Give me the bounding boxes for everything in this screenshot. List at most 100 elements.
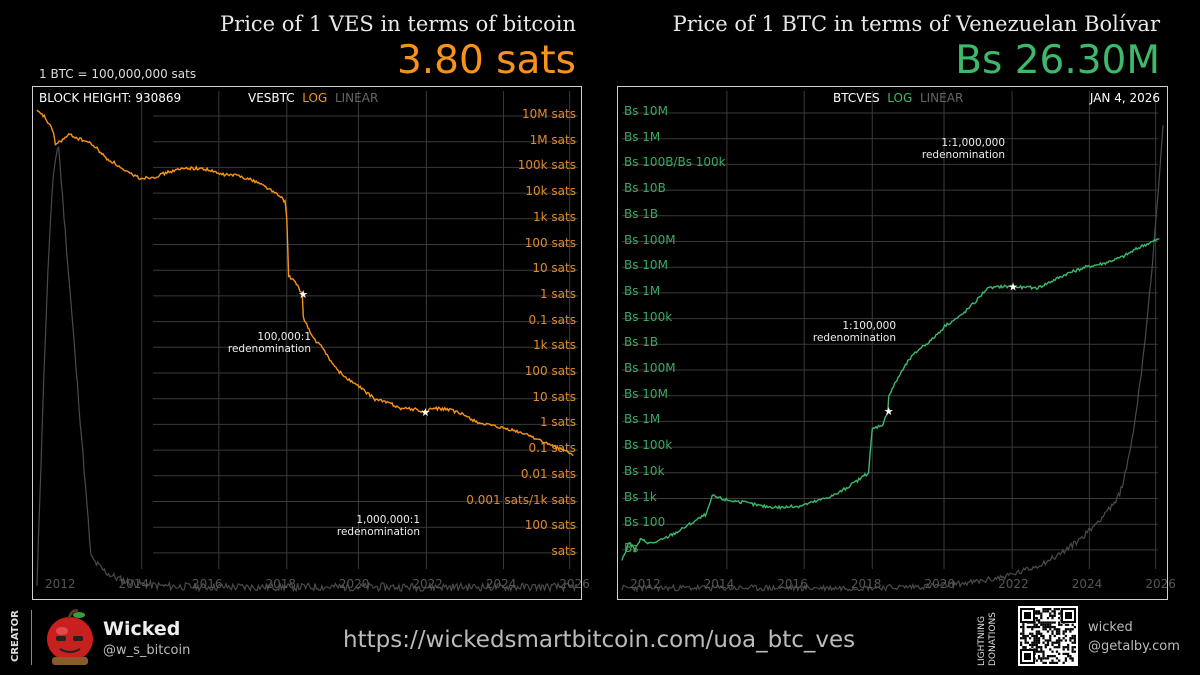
- source-url[interactable]: https://wickedsmartbitcoin.com/uoa_btc_v…: [343, 627, 856, 653]
- right-annotation-1000000: 1:1,000,000 redenomination: [922, 137, 1005, 161]
- y-tick-label: Bs 10k: [624, 463, 665, 478]
- x-tick-label: 2024: [1071, 577, 1103, 591]
- right-annotation-100000: 1:100,000 redenomination: [813, 320, 896, 344]
- right-annot1-line2: redenomination: [921, 149, 1005, 161]
- y-tick-label: 100 sats: [524, 518, 576, 533]
- donation-qr-code[interactable]: [1018, 606, 1078, 666]
- creator-name: Wicked: [103, 618, 181, 640]
- x-tick-label: 2022: [998, 577, 1029, 591]
- y-tick-label: 0.01 sats: [520, 466, 576, 481]
- x-tick-label: 2016: [191, 577, 223, 591]
- donation-label-line2: DONATIONS: [988, 612, 998, 666]
- y-tick-label: Bs 100: [624, 515, 666, 530]
- y-tick-label: Bs: [624, 540, 639, 555]
- y-tick-label: Bs 10M: [624, 104, 668, 118]
- donation-label-box: LIGHTNING DONATIONS: [975, 608, 1003, 668]
- x-tick-label: 2020: [338, 577, 370, 591]
- creator-label-box: CREATOR: [10, 610, 24, 665]
- y-tick-label: 100 sats: [524, 364, 576, 378]
- bitcoin-background-line: [36, 145, 578, 594]
- y-tick-label: Bs 1k: [624, 489, 657, 504]
- y-tick-label: 10 sats: [532, 389, 576, 404]
- redenomination-star: ★: [1008, 280, 1018, 293]
- y-tick-label: 100 sats: [524, 235, 576, 250]
- right-log-toggle[interactable]: LOG: [887, 91, 913, 105]
- x-tick-label: 2012: [630, 577, 661, 591]
- y-tick-label: Bs 10B: [624, 181, 666, 196]
- y-tick-label: Bs 1M: [624, 129, 661, 144]
- y-tick-label: Bs 1M: [624, 283, 661, 298]
- x-tick-label: 2022: [412, 577, 443, 591]
- y-tick-label: Bs 10M: [624, 386, 668, 401]
- y-tick-label: 10k sats: [525, 184, 576, 199]
- creator-handle[interactable]: @w_s_bitcoin: [103, 643, 191, 658]
- left-annot2-line2: redenomination: [336, 526, 420, 538]
- chart-date: JAN 4, 2026: [1089, 91, 1160, 105]
- y-tick-label: 1 sats: [539, 415, 576, 430]
- x-tick-label: 2012: [45, 577, 76, 591]
- redenomination-star: ★: [884, 405, 894, 418]
- donation-address[interactable]: @getalby.com: [1088, 639, 1180, 654]
- left-annot1-line1: 100,000:1: [257, 331, 311, 343]
- y-tick-label: 0.1 sats: [528, 441, 576, 456]
- y-tick-label: Bs 100k: [624, 438, 673, 453]
- left-annotation-100000: 100,000:1 redenomination: [228, 331, 311, 355]
- y-tick-label: 1k sats: [533, 209, 576, 224]
- right-annot2-line2: redenomination: [812, 332, 896, 344]
- left-current-value: 3.80 sats: [396, 38, 576, 83]
- donation-label-line1: LIGHTNING: [977, 615, 987, 666]
- left-log-toggle[interactable]: LOG: [302, 91, 328, 105]
- x-tick-label: 2020: [924, 577, 956, 591]
- redenomination-star: ★: [298, 288, 308, 301]
- y-tick-label: 10 sats: [532, 261, 576, 276]
- redenomination-star: ★: [421, 406, 431, 419]
- x-tick-label: 2018: [265, 577, 296, 591]
- left-annotation-1000000: 1,000,000:1 redenomination: [337, 514, 420, 538]
- left-chart-frame: [32, 86, 582, 600]
- y-tick-label: 0.001 sats/1k sats: [466, 492, 576, 507]
- right-annot1-line1: 1:1,000,000: [941, 137, 1005, 149]
- x-tick-label: 2026: [559, 577, 590, 591]
- x-tick-label: 2014: [703, 577, 735, 591]
- price-line: [621, 238, 1160, 561]
- x-tick-label: 2018: [850, 577, 882, 591]
- y-tick-label: Bs 100M: [624, 232, 676, 247]
- x-tick-label: 2026: [1145, 577, 1176, 591]
- y-tick-label: Bs 1M: [624, 412, 661, 427]
- y-tick-label: 1 sats: [539, 286, 576, 301]
- x-tick-label: 2016: [777, 577, 808, 591]
- y-tick-label: 100k sats: [517, 158, 576, 173]
- y-tick-label: Bs 1B: [624, 335, 659, 350]
- right-chart-plot: ★★: [621, 91, 1164, 593]
- y-tick-label: sats: [551, 543, 576, 558]
- y-tick-label: 1k sats: [533, 338, 576, 353]
- x-tick-label: 2014: [118, 577, 150, 591]
- price-line: [36, 109, 574, 457]
- creator-label: CREATOR: [10, 610, 21, 662]
- right-ticker: BTCVES: [833, 91, 880, 105]
- y-tick-label: Bs 100k: [624, 309, 673, 324]
- left-chart-title: Price of 1 VES in terms of bitcoin: [220, 12, 576, 36]
- right-chart-frame: [617, 86, 1168, 600]
- left-annot2-line1: 1,000,000:1: [356, 514, 420, 526]
- right-chart-title: Price of 1 BTC in terms of Venezuelan Bo…: [672, 12, 1160, 36]
- wicked-apple-logo: [47, 609, 93, 665]
- y-tick-label: Bs 100M: [624, 361, 676, 375]
- right-current-value: Bs 26.30M: [955, 38, 1160, 83]
- left-annot1-line2: redenomination: [227, 343, 311, 355]
- y-tick-label: 0.1 sats: [528, 312, 576, 327]
- right-linear-toggle[interactable]: LINEAR: [919, 91, 964, 105]
- left-chart-plot: ★★: [36, 91, 578, 594]
- y-tick-label: Bs 10M: [624, 258, 668, 273]
- bitcoin-background-line: [621, 125, 1164, 593]
- x-tick-label: 2024: [485, 577, 517, 591]
- left-ticker: VESBTC: [248, 91, 295, 105]
- creator-divider: [31, 610, 32, 665]
- sats-conversion-note: 1 BTC = 100,000,000 sats: [39, 67, 197, 81]
- block-height-label: BLOCK HEIGHT: 930869: [39, 91, 182, 105]
- left-linear-toggle[interactable]: LINEAR: [334, 91, 379, 105]
- y-tick-label: Bs 1B: [624, 206, 659, 221]
- right-annot2-line1: 1:100,000: [842, 320, 896, 332]
- y-tick-label: 1M sats: [529, 132, 576, 147]
- y-tick-label: Bs 100B/Bs 100k: [624, 155, 726, 170]
